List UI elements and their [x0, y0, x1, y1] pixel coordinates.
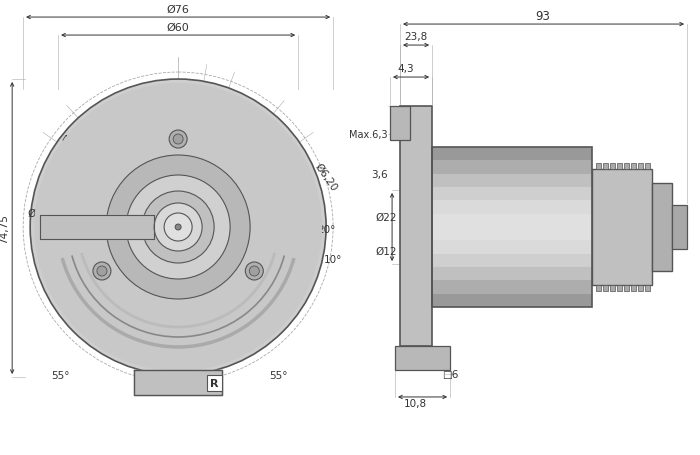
Bar — [645, 285, 650, 291]
Text: 55°: 55° — [269, 370, 288, 380]
Bar — [672, 206, 687, 249]
Text: Max.6,3: Max.6,3 — [349, 130, 388, 140]
Bar — [432, 254, 592, 268]
Circle shape — [106, 156, 250, 299]
Bar — [652, 184, 672, 271]
Bar — [432, 214, 592, 228]
Bar — [610, 164, 615, 170]
Text: 6,2: 6,2 — [254, 171, 270, 181]
Circle shape — [249, 267, 259, 276]
Circle shape — [154, 203, 202, 252]
Bar — [400, 107, 432, 346]
Text: 4,3: 4,3 — [398, 64, 414, 74]
Bar — [624, 285, 629, 291]
Bar — [596, 164, 601, 170]
Text: 23,8: 23,8 — [405, 32, 428, 42]
Circle shape — [126, 176, 230, 279]
Bar — [631, 164, 636, 170]
Bar — [432, 281, 592, 294]
Bar — [631, 285, 636, 291]
Bar — [432, 148, 592, 307]
Bar — [592, 170, 652, 285]
Circle shape — [175, 224, 181, 231]
Circle shape — [97, 267, 107, 276]
Bar — [432, 294, 592, 308]
Bar — [596, 285, 601, 291]
Bar — [432, 228, 592, 241]
Text: 10°: 10° — [324, 254, 342, 264]
Polygon shape — [134, 370, 222, 395]
Circle shape — [34, 84, 322, 371]
Bar — [395, 346, 450, 370]
Text: 11: 11 — [221, 155, 234, 165]
Text: □6: □6 — [442, 369, 458, 379]
Circle shape — [164, 213, 192, 242]
Text: R: R — [210, 378, 218, 388]
Bar — [617, 164, 622, 170]
Bar — [603, 164, 608, 170]
Bar — [617, 285, 622, 291]
Bar — [432, 187, 592, 202]
Circle shape — [93, 263, 111, 280]
Circle shape — [169, 131, 187, 149]
Text: 42,5°: 42,5° — [246, 123, 274, 133]
Text: Ø6,20: Ø6,20 — [313, 162, 340, 193]
Bar — [432, 201, 592, 215]
Text: Ø12: Ø12 — [376, 247, 397, 257]
Text: 12,5°: 12,5° — [94, 243, 118, 252]
Bar — [624, 164, 629, 170]
Bar — [645, 164, 650, 170]
Bar — [603, 285, 608, 291]
Circle shape — [173, 135, 183, 145]
Bar — [638, 285, 643, 291]
Bar — [638, 164, 643, 170]
Circle shape — [142, 192, 214, 263]
Text: 10,8: 10,8 — [403, 398, 426, 408]
Bar — [610, 285, 615, 291]
Bar — [432, 161, 592, 175]
Text: Ø22: Ø22 — [376, 212, 397, 222]
Bar — [432, 174, 592, 188]
Text: 20°: 20° — [317, 224, 335, 234]
Circle shape — [245, 263, 263, 280]
Bar — [432, 148, 592, 162]
Bar — [390, 107, 410, 141]
Text: 55°: 55° — [51, 370, 69, 380]
Text: Ø52: Ø52 — [27, 208, 49, 218]
Bar — [432, 268, 592, 281]
Polygon shape — [40, 216, 154, 239]
Text: M8: M8 — [116, 227, 131, 237]
Text: 40°: 40° — [61, 135, 79, 145]
Text: Ø76: Ø76 — [167, 5, 190, 15]
Text: 74,75: 74,75 — [0, 213, 9, 243]
Text: 93: 93 — [536, 10, 550, 22]
Text: 3,6: 3,6 — [372, 170, 388, 180]
Circle shape — [30, 80, 326, 375]
Text: Ø60: Ø60 — [167, 23, 190, 33]
Bar — [432, 241, 592, 255]
Text: 17,5°: 17,5° — [104, 229, 128, 238]
